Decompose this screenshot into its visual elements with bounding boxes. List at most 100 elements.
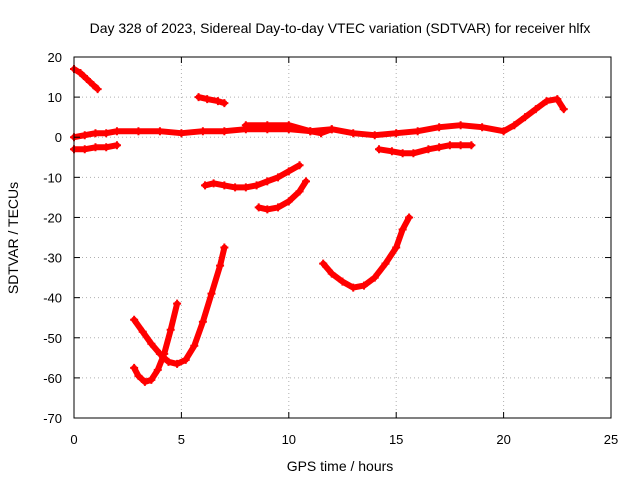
data-point: [91, 129, 100, 138]
data-point: [499, 127, 508, 136]
data-point: [478, 123, 487, 132]
data-point: [559, 105, 568, 114]
data-point: [89, 81, 98, 90]
x-tick-label: 20: [496, 432, 510, 447]
data-point: [231, 183, 240, 192]
y-axis-label: SDTVAR / TECUs: [5, 182, 21, 294]
data-point: [295, 161, 304, 170]
data-point: [409, 149, 418, 158]
data-point: [338, 277, 347, 286]
data-point: [177, 129, 186, 138]
x-tick-label: 5: [178, 432, 185, 447]
data-point: [207, 289, 216, 298]
data-point: [80, 145, 89, 154]
data-point: [252, 181, 261, 190]
data-point: [140, 377, 149, 386]
data-point: [203, 95, 212, 104]
data-point: [405, 213, 414, 222]
data-point: [130, 363, 139, 372]
data-point: [387, 147, 396, 156]
data-point: [134, 127, 143, 136]
data-point: [147, 375, 156, 384]
series-trace-1: [70, 65, 102, 94]
data-point: [398, 225, 407, 234]
data-point: [263, 205, 272, 214]
x-tick-label: 15: [389, 432, 403, 447]
y-tick-label: -10: [43, 170, 62, 185]
data-point: [181, 355, 190, 364]
data-point: [198, 317, 207, 326]
data-point: [241, 121, 250, 130]
data-point: [190, 341, 199, 350]
data-point: [263, 121, 272, 130]
data-point: [531, 105, 540, 114]
y-tick-label: -40: [43, 291, 62, 306]
data-point: [220, 243, 229, 252]
data-point: [147, 339, 156, 348]
data-point: [413, 127, 422, 136]
data-point: [424, 145, 433, 154]
data-point: [166, 325, 175, 334]
data-point: [80, 131, 89, 140]
data-point: [467, 141, 476, 150]
data-point: [370, 131, 379, 140]
series-trace-5: [241, 121, 336, 138]
data-point: [398, 149, 407, 158]
y-tick-label: 0: [55, 130, 62, 145]
data-point: [102, 129, 111, 138]
data-point: [102, 143, 111, 152]
series-line-trace-7: [202, 162, 303, 191]
series-line-trace-9: [320, 214, 413, 291]
data-point: [134, 371, 143, 380]
data-point: [445, 141, 454, 150]
data-point: [91, 143, 100, 152]
data-point: [295, 187, 304, 196]
data-point: [220, 127, 229, 136]
data-point: [155, 349, 164, 358]
data-point: [319, 259, 328, 268]
data-point: [349, 129, 358, 138]
series-line-trace-10: [131, 300, 181, 385]
series-trace-10: [130, 299, 182, 386]
data-point: [76, 69, 85, 78]
series-group: [70, 65, 568, 386]
y-tick-label: -60: [43, 371, 62, 386]
series-trace-9: [319, 213, 414, 292]
data-point: [138, 327, 147, 336]
data-point: [456, 141, 465, 150]
x-axis-label: GPS time / hours: [287, 458, 394, 474]
data-point: [284, 197, 293, 206]
data-point: [93, 85, 102, 94]
data-point: [112, 141, 121, 150]
series-line-trace-11: [131, 244, 228, 367]
data-point: [359, 281, 368, 290]
series-trace-11: [130, 243, 229, 368]
data-point: [284, 121, 293, 130]
x-tick-label: 10: [282, 432, 296, 447]
data-point: [284, 167, 293, 176]
axis-ticks: 0 5 10 15 20 25 -70 -60 -50 -40 -30 -20 -10 0 10 20: [43, 50, 618, 447]
data-point: [306, 127, 315, 136]
x-tick-label: 25: [604, 432, 618, 447]
data-point: [456, 121, 465, 130]
y-tick-label: -20: [43, 210, 62, 225]
data-point: [435, 143, 444, 152]
data-point: [381, 259, 390, 268]
data-point: [254, 203, 263, 212]
data-point: [82, 75, 91, 84]
data-point: [274, 173, 283, 182]
data-point: [173, 299, 182, 308]
data-point: [349, 283, 358, 292]
plot-area-frame: [73, 56, 612, 419]
data-point: [130, 315, 139, 324]
data-point: [317, 129, 326, 138]
data-point: [263, 177, 272, 186]
data-point: [392, 243, 401, 252]
data-point: [542, 97, 551, 106]
data-point: [274, 203, 283, 212]
data-point: [194, 93, 203, 102]
data-point: [510, 121, 519, 130]
series-trace-3: [70, 141, 121, 154]
data-point: [216, 261, 225, 270]
